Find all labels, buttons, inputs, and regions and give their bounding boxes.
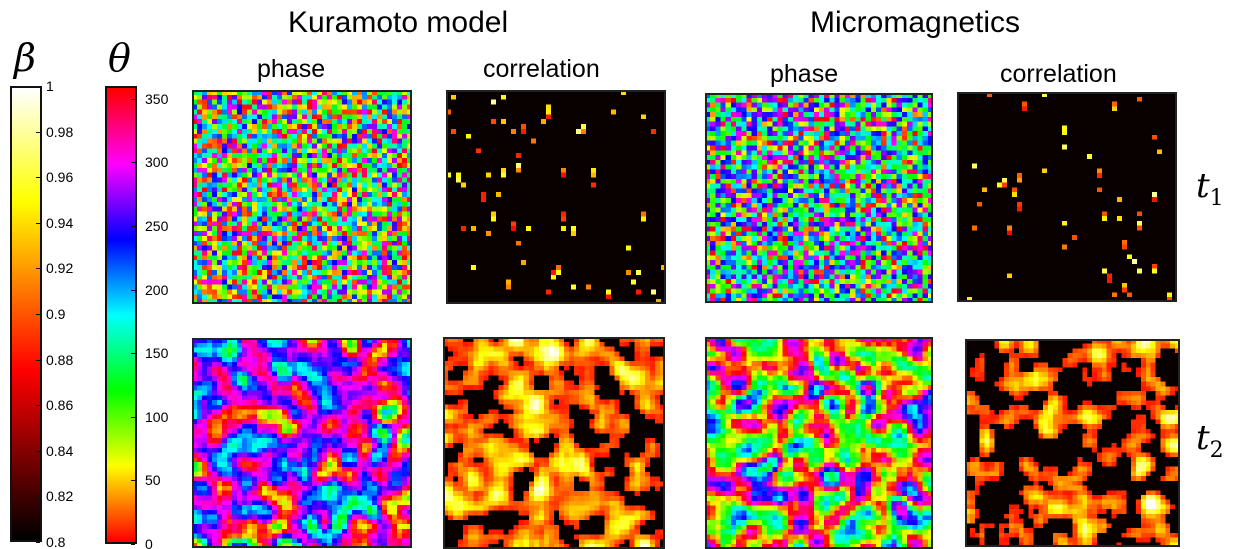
row-label-t2: t2 bbox=[1196, 418, 1224, 463]
colorbar-tick-mark bbox=[36, 177, 40, 179]
colorbar-tick-mark bbox=[131, 162, 135, 164]
beta-tick-label: 0.82 bbox=[46, 488, 74, 505]
kuramoto-phase-t1 bbox=[192, 90, 412, 304]
theta-tick-label: 300 bbox=[145, 154, 169, 171]
theta-tick-label: 250 bbox=[145, 217, 169, 234]
theta-tick-label: 50 bbox=[145, 472, 161, 489]
beta-tick-label: 1 bbox=[46, 78, 54, 94]
beta-tick-label: 0.98 bbox=[46, 123, 74, 140]
colorbar-tick-mark bbox=[131, 544, 135, 545]
beta-tick-label: 0.84 bbox=[46, 442, 74, 459]
theta-tick-label: 150 bbox=[145, 345, 169, 362]
kuramoto-phase-t2 bbox=[192, 338, 412, 548]
theta-tick-label: 200 bbox=[145, 281, 169, 298]
theta-tick-label: 100 bbox=[145, 408, 169, 425]
colorbar-tick-mark bbox=[131, 480, 135, 482]
colorbar-tick-mark bbox=[36, 314, 40, 315]
kuramoto-correlation-t1 bbox=[446, 90, 666, 304]
beta-tick-label: 0.86 bbox=[46, 397, 74, 414]
micromagnetics-correlation-label: correlation bbox=[1000, 60, 1117, 88]
colorbar-tick-mark bbox=[131, 416, 135, 418]
theta-colorbar bbox=[105, 86, 137, 544]
colorbar-tick-mark bbox=[131, 225, 135, 227]
row-label-t2-base: t bbox=[1196, 418, 1210, 458]
theta-symbol: θ bbox=[108, 36, 131, 80]
colorbar-tick-mark bbox=[36, 268, 40, 270]
colorbar-tick-mark bbox=[36, 86, 40, 87]
micromagnetics-phase-t2 bbox=[705, 337, 933, 549]
beta-tick-label: 0.94 bbox=[46, 214, 74, 231]
colorbar-tick-mark bbox=[36, 496, 40, 498]
beta-tick-label: 0.92 bbox=[46, 260, 74, 277]
beta-tick-label: 0.9 bbox=[46, 306, 66, 322]
kuramoto-correlation-t2 bbox=[443, 337, 665, 549]
row-label-t2-sub: 2 bbox=[1209, 437, 1224, 463]
micromagnetics-phase-t1 bbox=[705, 93, 933, 303]
colorbar-tick-mark bbox=[36, 542, 40, 543]
colorbar-tick-mark bbox=[131, 98, 135, 100]
beta-tick-label: 0.8 bbox=[46, 534, 66, 549]
colorbar-tick-mark bbox=[131, 289, 135, 291]
row-label-t1-base: t bbox=[1196, 166, 1210, 206]
colorbar-tick-mark bbox=[36, 405, 40, 407]
micromagnetics-phase-label: phase bbox=[770, 60, 839, 88]
colorbar-tick-mark bbox=[36, 450, 40, 452]
colorbar-tick-mark bbox=[36, 359, 40, 361]
kuramoto-title: Kuramoto model bbox=[288, 6, 509, 39]
row-label-t1: t1 bbox=[1196, 166, 1224, 211]
beta-tick-label: 0.88 bbox=[46, 351, 74, 368]
colorbar-tick-mark bbox=[36, 222, 40, 224]
theta-tick-label: 0 bbox=[145, 536, 153, 549]
micromagnetics-correlation-t2 bbox=[965, 339, 1180, 547]
micromagnetics-title: Micromagnetics bbox=[810, 6, 1021, 39]
colorbar-tick-mark bbox=[36, 131, 40, 133]
beta-symbol: β bbox=[14, 36, 36, 80]
row-label-t1-sub: 1 bbox=[1209, 185, 1224, 211]
kuramoto-phase-label: phase bbox=[257, 55, 326, 83]
theta-tick-label: 350 bbox=[145, 90, 169, 107]
beta-tick-label: 0.96 bbox=[46, 169, 74, 186]
kuramoto-correlation-label: correlation bbox=[483, 55, 600, 83]
micromagnetics-correlation-t1 bbox=[957, 92, 1177, 302]
colorbar-tick-mark bbox=[131, 353, 135, 355]
